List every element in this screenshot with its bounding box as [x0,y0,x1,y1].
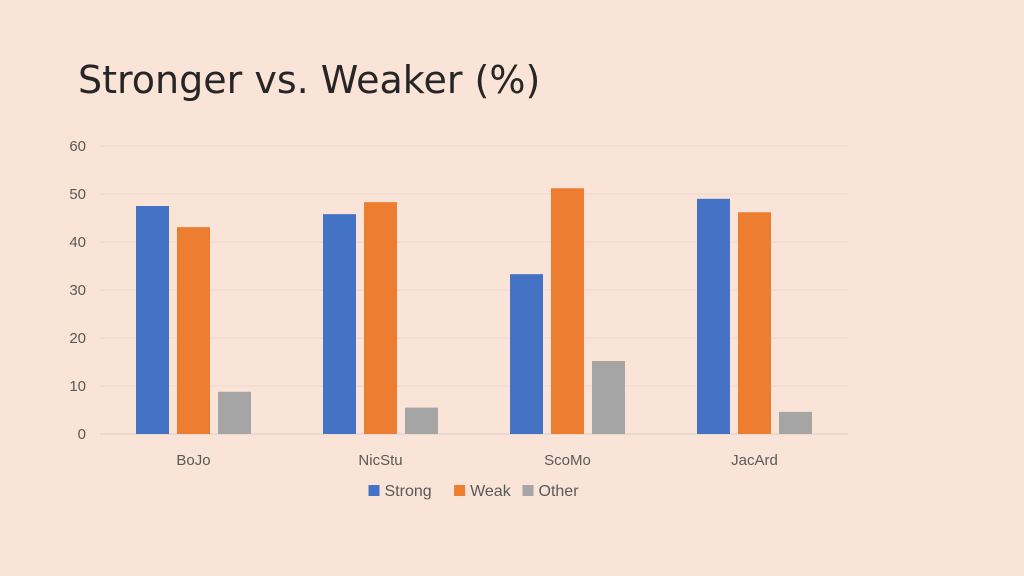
y-tick-label: 40 [69,234,86,251]
x-tick-label: ScoMo [544,452,591,469]
y-tick-label: 0 [78,426,86,443]
bar-strong-scomo [510,274,543,434]
bar-strong-bojo [136,206,169,434]
y-tick-label: 30 [69,282,86,299]
y-tick-label: 10 [69,378,86,395]
bar-other-scomo [592,361,625,434]
bar-strong-jacard [697,198,730,434]
bar-other-bojo [218,391,251,434]
bar-other-jacard [779,411,812,434]
legend-label-other: Other [539,483,580,500]
bar-strong-nicstu [323,214,356,434]
bar-weak-scomo [551,188,584,434]
legend-swatch-weak [454,485,466,496]
bar-weak-nicstu [364,202,397,434]
y-tick-label: 60 [69,138,86,155]
bar-weak-jacard [738,212,771,434]
x-tick-label: BoJo [176,452,210,469]
x-tick-label: JacArd [731,452,778,469]
y-tick-label: 20 [69,330,86,347]
y-tick-label: 50 [69,186,86,203]
bar-weak-bojo [177,227,210,434]
bar-other-nicstu [405,407,438,434]
x-tick-label: NicStu [358,452,402,469]
slide-title: Stronger vs. Weaker (%) [78,58,541,102]
legend-swatch-other [522,485,534,496]
legend-swatch-strong [368,485,380,496]
legend-label-weak: Weak [470,483,512,500]
legend-label-strong: Strong [385,483,432,500]
